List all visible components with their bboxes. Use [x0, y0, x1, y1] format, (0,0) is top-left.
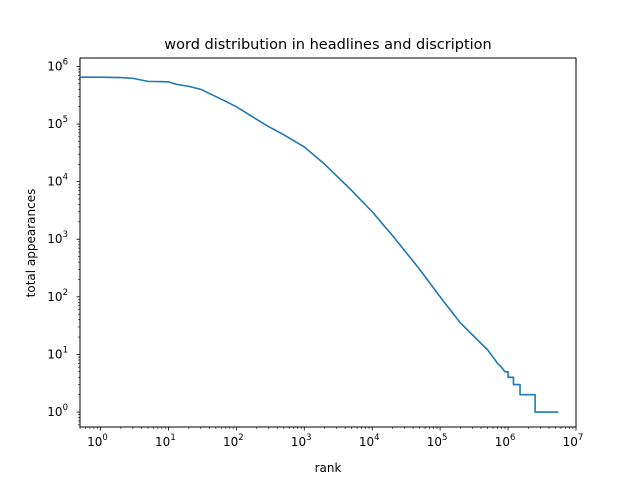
y-tick-label: 100	[47, 403, 68, 419]
y-tick-label: 105	[47, 115, 68, 131]
chart-title: word distribution in headlines and discr…	[164, 37, 491, 53]
y-tick-label: 103	[47, 230, 68, 246]
y-tick-label: 104	[47, 173, 68, 189]
y-tick-label: 102	[47, 288, 68, 304]
x-tick-label: 101	[155, 433, 176, 449]
plot-area: 100 101 102 103 104 105 106 107 100 101 102 103 104…	[47, 57, 583, 449]
x-axis-label: rank	[315, 461, 342, 475]
series-layer	[80, 76, 559, 413]
x-tick-label: 107	[563, 433, 584, 449]
y-tick-label: 106	[47, 57, 68, 73]
x-tick-label: 105	[427, 433, 448, 449]
x-tick-label: 102	[223, 433, 244, 449]
y-axis-label: total appearances	[24, 189, 38, 298]
y-tick-label: 101	[47, 345, 68, 361]
x-tick-label: 106	[495, 433, 516, 449]
x-tick-label: 100	[87, 433, 108, 449]
x-axis: 100 101 102 103 104 105 106 107	[79, 427, 584, 449]
axes-frame	[79, 57, 577, 428]
x-tick-label: 103	[291, 433, 312, 449]
series-line	[80, 76, 559, 413]
y-axis: 100 101 102 103 104 105 106	[47, 57, 80, 426]
x-tick-label: 104	[359, 433, 380, 449]
